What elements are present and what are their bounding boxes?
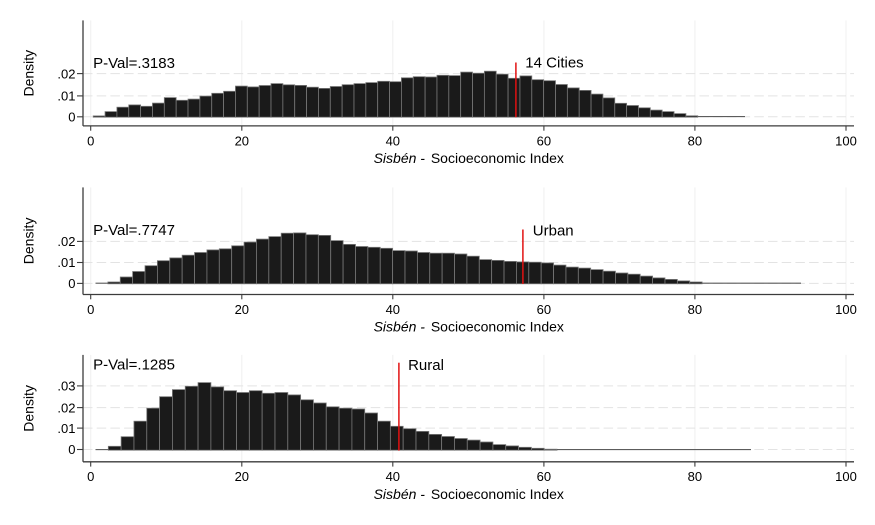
- svg-text:P-Val=.3183: P-Val=.3183: [93, 55, 175, 72]
- svg-text:100: 100: [835, 469, 857, 484]
- svg-text:.02: .02: [57, 234, 75, 249]
- svg-text:Density: Density: [21, 385, 37, 432]
- svg-text:0: 0: [87, 469, 94, 484]
- svg-text:Density: Density: [21, 50, 37, 97]
- svg-text:60: 60: [537, 133, 551, 148]
- svg-text:100: 100: [835, 133, 857, 148]
- svg-text:0: 0: [68, 442, 75, 457]
- svg-text:40: 40: [386, 302, 400, 317]
- svg-text:40: 40: [386, 469, 400, 484]
- svg-text:.01: .01: [57, 421, 75, 436]
- svg-text:0: 0: [87, 302, 94, 317]
- svg-text:40: 40: [386, 133, 400, 148]
- svg-text:.02: .02: [57, 66, 75, 81]
- svg-text:0: 0: [68, 276, 75, 291]
- svg-text:Sisbén - Socioeconomic Index: Sisbén - Socioeconomic Index: [374, 486, 564, 502]
- svg-text:100: 100: [835, 302, 857, 317]
- svg-text:Density: Density: [21, 218, 37, 265]
- svg-text:20: 20: [235, 133, 249, 148]
- svg-text:Rural: Rural: [408, 357, 444, 374]
- svg-text:.02: .02: [57, 400, 75, 415]
- svg-text:60: 60: [537, 302, 551, 317]
- svg-text:0: 0: [68, 110, 75, 125]
- svg-text:Urban: Urban: [533, 222, 574, 239]
- svg-text:80: 80: [688, 302, 702, 317]
- svg-text:60: 60: [537, 469, 551, 484]
- svg-text:P-Val=.1285: P-Val=.1285: [93, 357, 175, 374]
- svg-text:80: 80: [688, 133, 702, 148]
- svg-text:0: 0: [87, 133, 94, 148]
- svg-text:.03: .03: [57, 379, 75, 394]
- svg-text:20: 20: [235, 469, 249, 484]
- svg-text:P-Val=.7747: P-Val=.7747: [93, 222, 175, 239]
- svg-text:Sisbén - Socioeconomic Index: Sisbén - Socioeconomic Index: [374, 319, 564, 335]
- svg-text:80: 80: [688, 469, 702, 484]
- svg-text:14 Cities: 14 Cities: [525, 55, 583, 72]
- svg-text:Sisbén - Socioeconomic Index: Sisbén - Socioeconomic Index: [374, 150, 564, 166]
- svg-text:.01: .01: [57, 89, 75, 104]
- svg-text:20: 20: [235, 302, 249, 317]
- svg-text:.01: .01: [57, 255, 75, 270]
